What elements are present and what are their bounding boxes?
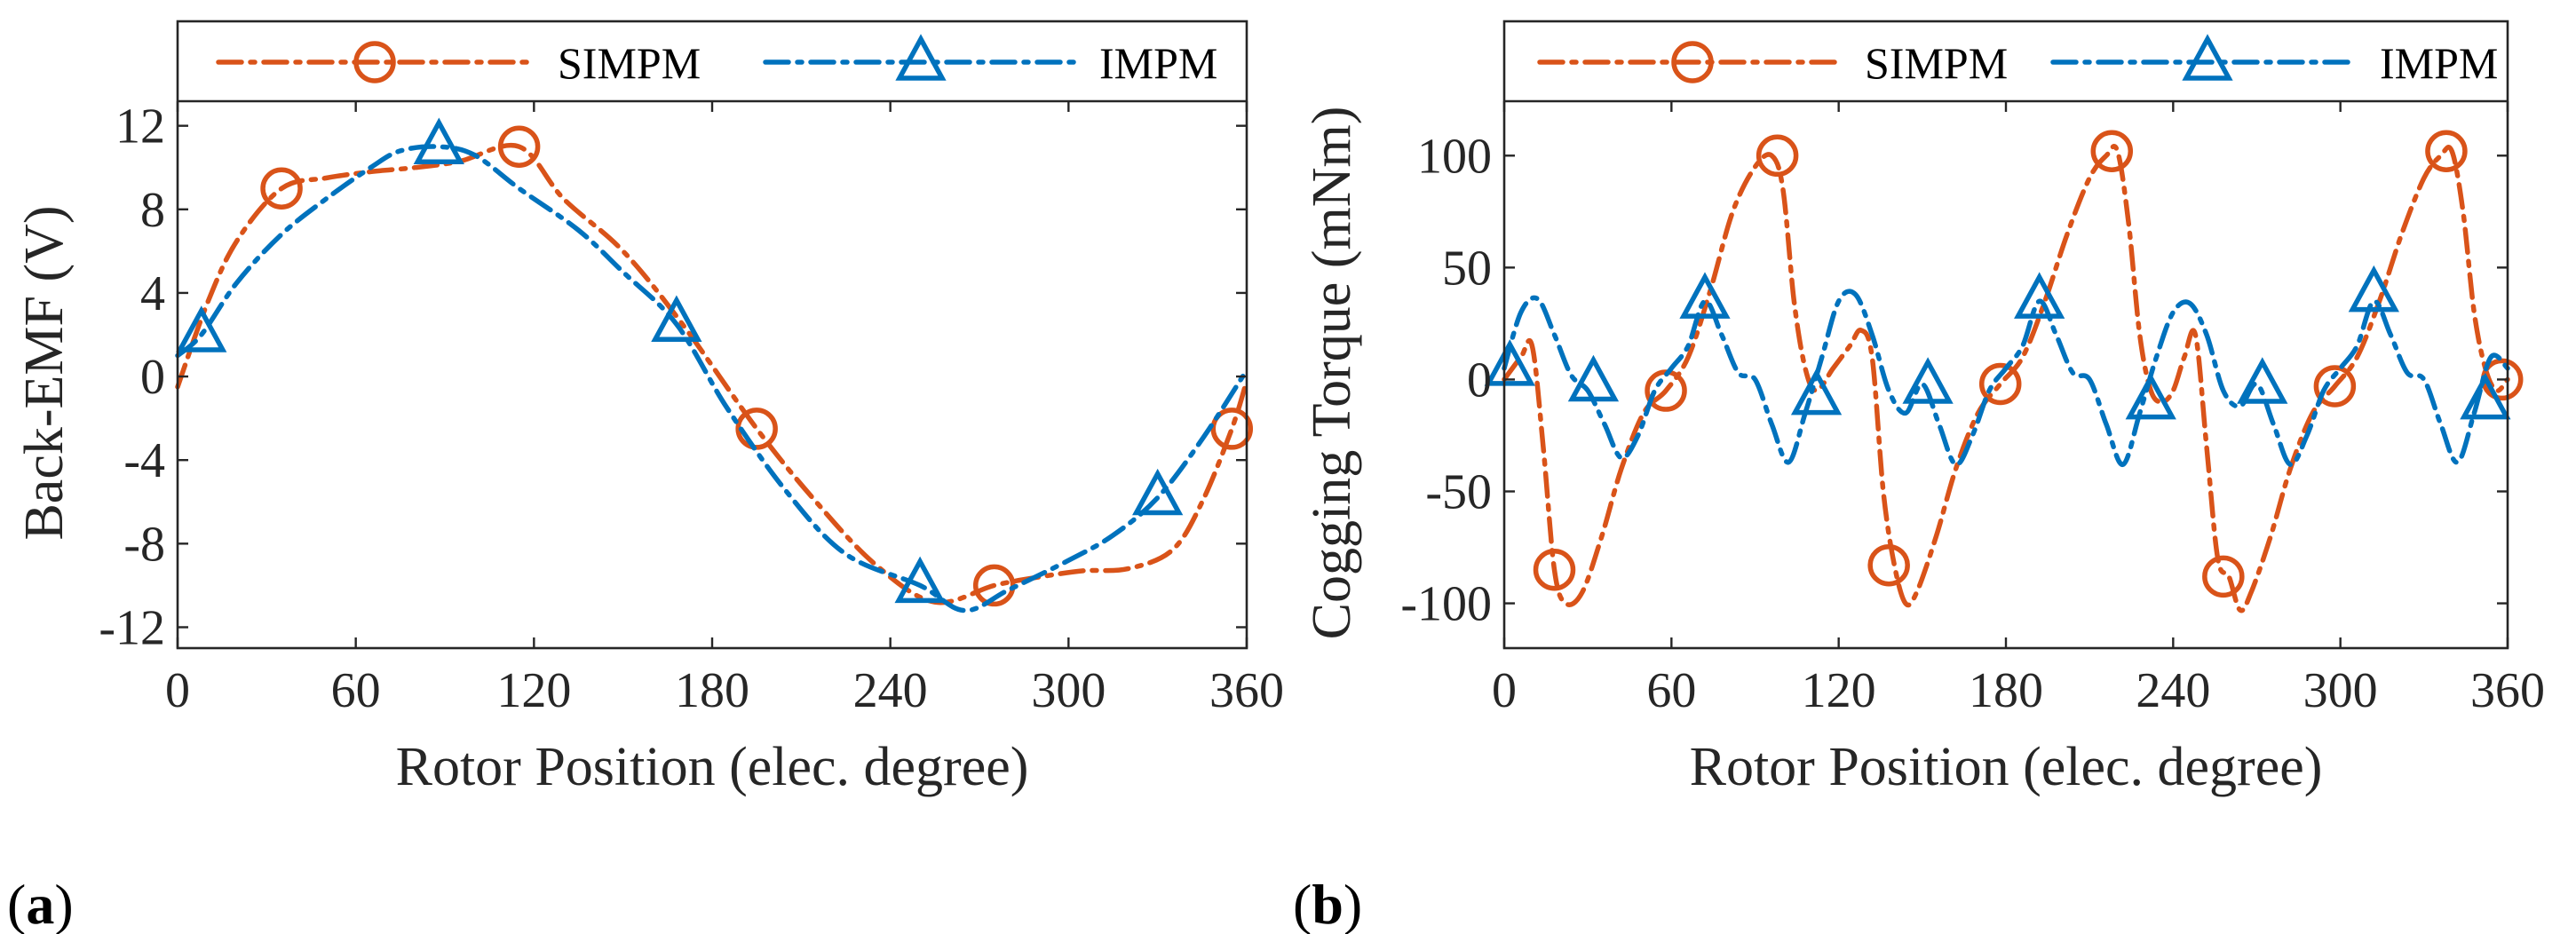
panel-b-axes-frame [1502,20,2509,650]
panel-b-legend-impm-marker [2182,34,2233,81]
panel-b-impm-marker [1902,357,1954,404]
panel-a-x-tick-label: 300 [1031,663,1106,718]
panel-a-legend-simpm-label: SIMPM [558,38,701,88]
panel-a-impm-marker [894,556,946,604]
panel-a-x-tick-label: 240 [853,663,928,718]
panel-b-impm-marker [1679,272,1731,319]
panel-b-plot-area [1484,130,2524,613]
panel-b-simpm-marker [2090,130,2134,172]
panel-a-x-tick-label: 60 [331,663,381,718]
panel-b-y-tick-label: -50 [1425,465,1492,520]
panel-b-legend-simpm-label: SIMPM [1865,38,2008,88]
panel-b-simpm-marker [1867,543,1910,587]
panel-b-simpm-marker [2313,365,2357,408]
panel-a-impm-marker [651,295,702,342]
panel-b-y-tick-label: 100 [1417,129,1492,184]
panel-a-label-letter: a [26,873,54,934]
panel-b-y-tick-label: -100 [1400,577,1492,632]
panel-a-simpm-marker [260,167,303,210]
panel-a-y-tick-label: 0 [140,350,165,405]
panel-b-y-tick-label: 50 [1442,241,1492,296]
panel-b-impm-marker [2237,357,2288,404]
panel-b-impm-marker [1790,368,1843,416]
panel-b-simpm-marker [1533,549,1576,591]
panel-a-impm-marker [413,117,464,164]
panel-b-x-tick-label: 300 [2303,663,2378,718]
panel-b-legend: SIMPM IMPM [1537,34,2498,88]
panel-b-impm-marker [2125,372,2176,420]
panel-b-x-tick-label: 180 [1969,663,2043,718]
panel-b-label: (b) [1293,873,1362,934]
panel-b-ticks: 0 60 120 180 240 300 360 -100 -50 0 50 100 [1400,101,2545,718]
panel-b-x-axis-title: Rotor Position (elec. degree) [1690,737,2323,797]
panel-a-x-axis-title: Rotor Position (elec. degree) [396,737,1029,797]
panel-a-y-tick-label: -4 [123,433,165,488]
panel-a-x-tick-label: 180 [675,663,749,718]
panel-b-legend-simpm-marker [1671,41,1714,83]
panel-a-x-tick-label: 360 [1209,663,1284,718]
panel-a-legend-impm-label: IMPM [1099,38,1217,88]
panel-b-simpm-marker [1756,134,1799,178]
panel-a-y-tick-label: -12 [99,600,165,655]
panel-a-simpm-marker [1210,408,1254,450]
panel-a-plot-area [175,117,1254,613]
panel-a-series-simpm-line [175,143,1249,606]
panel-a-x-tick-label: 0 [165,663,190,718]
panel-b-simpm-marker [1978,362,2022,406]
panel-b-impm-marker [1484,339,1535,386]
panel-a-ticks: 0 60 120 180 240 300 360 -12 -8 -4 0 4 8 12 [99,99,1284,718]
panel-b-y-tick-label: 0 [1467,352,1492,408]
panel-a-simpm-marker [497,125,541,168]
panel-a-label: (a) [7,873,74,934]
panel-b-x-tick-label: 360 [2470,663,2545,718]
panel-b-y-axis-title: Cogging Torque (mNm) [1302,107,1362,640]
panel-b-legend-impm-label: IMPM [2380,38,2498,88]
panel-a-series-impm-line [175,144,1249,613]
panel-b-x-tick-label: 0 [1492,663,1517,718]
panel-a-y-tick-label: -8 [123,517,165,572]
panel-b-simpm-marker [2425,130,2468,172]
panel-a-y-tick-label: 8 [140,183,165,238]
panel-a-y-axis-title: Back-EMF (V) [14,205,75,540]
panel-b-impm-marker [1567,354,1620,402]
panel-b-impm-marker [2014,272,2065,319]
panel-b-impm-marker [2460,372,2511,420]
panel-b-label-letter: b [1312,873,1343,934]
panel-b-x-tick-label: 60 [1646,663,1696,718]
panel-a-back-emf: 0 60 120 180 240 300 360 -12 -8 -4 0 4 8 12 SIMPM IMP… [14,20,1284,797]
panel-b-simpm-marker [2202,555,2245,598]
panel-a-legend: SIMPM IMPM [216,34,1217,88]
panel-b-x-tick-label: 240 [2136,663,2210,718]
panel-a-y-tick-label: 4 [140,266,165,321]
panel-a-impm-marker [1132,468,1184,516]
panel-b-x-tick-label: 120 [1802,663,1876,718]
panel-a-simpm-marker [735,408,778,450]
panel-b-impm-marker [2348,265,2399,313]
panel-a-legend-impm-marker [895,34,947,81]
panel-a-y-tick-label: 12 [115,99,165,154]
panel-b-series-impm-line [1502,289,2510,467]
panel-a-x-tick-label: 120 [496,663,571,718]
panel-a-legend-simpm-marker [353,41,396,83]
panel-b-cogging-torque: 0 60 120 180 240 300 360 -100 -50 0 50 100 SIMPM IM… [1302,20,2545,797]
panel-a-impm-marker [176,305,227,352]
panel-b-series-simpm-line [1502,144,2510,613]
panel-a-axes-frame [176,20,1248,650]
